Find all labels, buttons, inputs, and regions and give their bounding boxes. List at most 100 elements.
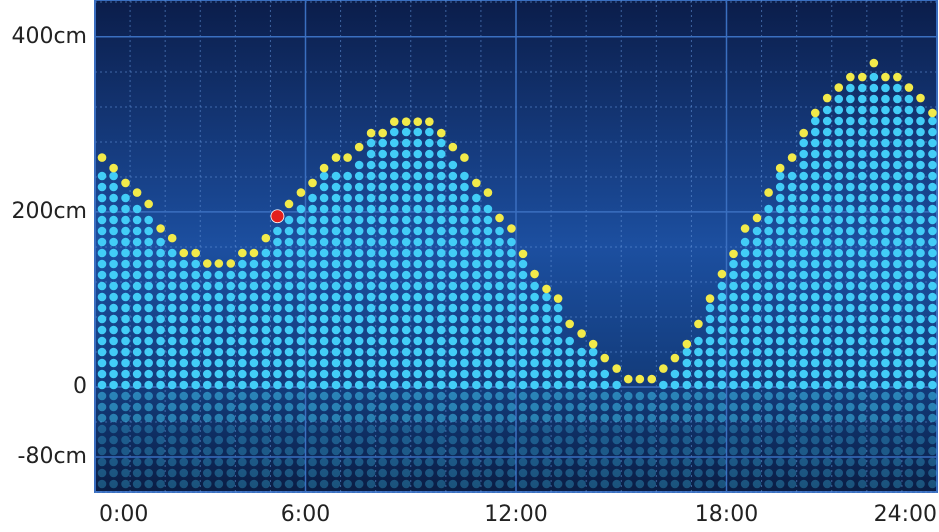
fill-dot: [109, 413, 118, 423]
fill-dot: [460, 457, 469, 467]
fill-dot: [752, 413, 762, 423]
fill-dot: [472, 248, 481, 258]
fill-dot: [401, 347, 411, 357]
fill-dot: [881, 435, 890, 445]
fill-dot: [893, 446, 902, 456]
fill-dot: [378, 193, 387, 203]
fill-dot: [810, 336, 820, 346]
fill-dot: [928, 413, 937, 423]
fill-dot: [144, 347, 153, 357]
fill-dot: [167, 347, 177, 357]
fill-dot: [822, 457, 832, 467]
fill-dot: [448, 314, 458, 324]
fill-dot: [588, 479, 598, 489]
fill-dot: [846, 435, 855, 445]
fill-dot: [249, 369, 259, 379]
fill-dot: [764, 347, 773, 357]
fill-dot: [764, 369, 773, 379]
fill-dot: [904, 380, 914, 390]
fill-dot: [893, 182, 902, 192]
fill-dot: [928, 281, 937, 291]
fill-dot: [565, 468, 574, 478]
fill-dot: [366, 237, 376, 247]
fill-dot: [366, 446, 376, 456]
fill-dot: [214, 468, 224, 478]
fill-dot: [928, 160, 937, 170]
fill-dot: [822, 435, 832, 445]
fill-dot: [928, 292, 937, 302]
fill-dot: [904, 303, 914, 313]
fill-dot: [764, 479, 773, 489]
fill-dot: [284, 215, 294, 225]
fill-dot: [846, 336, 855, 346]
fill-dot: [296, 457, 306, 467]
fill-dot: [472, 424, 481, 434]
fill-dot: [343, 292, 352, 302]
fill-dot: [238, 413, 247, 423]
fill-dot: [436, 303, 446, 313]
fill-dot: [705, 303, 715, 313]
fill-dot: [507, 435, 516, 445]
fill-dot: [834, 127, 844, 137]
fill-dot: [846, 138, 855, 148]
fill-dot: [694, 336, 703, 346]
fill-dot: [705, 435, 715, 445]
fill-dot: [354, 457, 364, 467]
fill-dot: [647, 391, 657, 401]
fill-dot: [413, 380, 423, 390]
fill-dot: [425, 413, 434, 423]
fill-dot: [775, 413, 785, 423]
fill-dot: [179, 457, 189, 467]
fill-dot: [132, 347, 142, 357]
fill-dot: [483, 325, 493, 335]
fill-dot: [249, 270, 259, 280]
fill-dot: [401, 479, 411, 489]
fill-dot: [928, 479, 937, 489]
fill-dot: [273, 281, 282, 291]
fill-dot: [308, 270, 317, 280]
fill-dot: [752, 468, 762, 478]
fill-dot: [436, 138, 446, 148]
fill-dot: [565, 380, 574, 390]
fill-dot: [928, 237, 937, 247]
fill-dot: [132, 457, 142, 467]
fill-dot: [132, 237, 142, 247]
fill-dot: [553, 468, 563, 478]
fill-dot: [483, 248, 493, 258]
fill-dot: [495, 435, 504, 445]
fill-dot: [857, 149, 867, 159]
fill-dot: [472, 237, 481, 247]
fill-dot: [144, 435, 153, 445]
fill-dot: [214, 369, 224, 379]
fill-dot: [507, 413, 516, 423]
fill-dot: [729, 435, 738, 445]
fill-dot: [834, 105, 844, 115]
fill-dot: [822, 259, 832, 269]
fill-dot: [869, 193, 879, 203]
fill-dot: [670, 380, 680, 390]
tide-dot: [97, 153, 107, 162]
fill-dot: [308, 314, 317, 324]
fill-dot: [705, 424, 715, 434]
fill-dot: [893, 358, 902, 368]
fill-dot: [249, 468, 259, 478]
fill-dot: [916, 204, 925, 214]
fill-dot: [635, 402, 645, 412]
fill-dot: [846, 182, 855, 192]
fill-dot: [156, 358, 165, 368]
fill-dot: [588, 402, 598, 412]
fill-dot: [214, 380, 224, 390]
fill-dot: [448, 171, 458, 181]
fill-dot: [460, 204, 469, 214]
fill-dot: [787, 259, 797, 269]
fill-dot: [238, 270, 247, 280]
fill-dot: [413, 138, 423, 148]
fill-dot: [413, 248, 423, 258]
fill-dot: [822, 127, 832, 137]
fill-dot: [846, 468, 855, 478]
fill-dot: [448, 226, 458, 236]
fill-dot: [729, 347, 738, 357]
fill-dot: [495, 424, 504, 434]
fill-dot: [401, 358, 411, 368]
fill-dot: [366, 171, 376, 181]
